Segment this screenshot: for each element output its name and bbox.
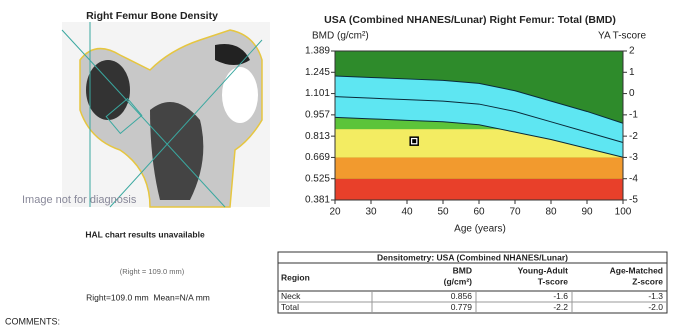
table-header: BMD	[453, 265, 472, 275]
results-table: Densitometry: USA (Combined NHANES/Lunar…	[278, 252, 667, 313]
hal-note: HAL chart results unavailable	[85, 229, 205, 239]
x-tick-label: 20	[329, 207, 341, 218]
x-tick-label: 100	[615, 207, 632, 218]
chart-title: USA (Combined NHANES/Lunar) Right Femur:…	[324, 14, 616, 26]
table-header: T-score	[538, 276, 569, 286]
table-cell: 0.779	[451, 302, 473, 312]
y2-tick-label: 2	[629, 46, 635, 57]
y-axis-label: BMD (g/cm²)	[312, 31, 369, 42]
y-tick-label: 1.101	[305, 88, 330, 99]
measurement-point-core	[412, 139, 416, 143]
table-header: Young-Adult	[518, 265, 569, 275]
table-cell: Neck	[281, 291, 301, 301]
table-cell: -1.3	[648, 291, 663, 301]
table-cell: 0.856	[451, 291, 473, 301]
y2-tick-label: -4	[629, 173, 638, 184]
table-cell: -1.6	[553, 291, 568, 301]
risk-band	[335, 157, 623, 178]
x-tick-label: 80	[545, 207, 557, 218]
comments: COMMENTS:	[5, 316, 60, 326]
x-tick-label: 30	[365, 207, 377, 218]
y2-tick-label: -5	[629, 195, 638, 206]
table-header: Region	[281, 272, 310, 282]
scan-title: Right Femur Bone Density	[86, 10, 218, 22]
y-tick-label: 0.525	[305, 173, 330, 184]
y-tick-label: 0.813	[305, 131, 330, 142]
hal-detail: (Right = 109.0 mm)	[120, 267, 185, 276]
watermark: Image not for diagnosis	[22, 194, 137, 206]
y-tick-label: 0.669	[305, 152, 330, 163]
table-cell: Total	[281, 302, 299, 312]
y2-tick-label: 0	[629, 88, 635, 99]
y-tick-label: 0.957	[305, 109, 330, 120]
y2-axis-label: YA T-score	[598, 31, 646, 42]
y2-tick-label: -1	[629, 109, 638, 120]
y2-tick-label: 1	[629, 67, 635, 78]
y2-tick-label: -3	[629, 152, 638, 163]
x-tick-label: 60	[473, 207, 485, 218]
y2-tick-label: -2	[629, 131, 638, 142]
table-header: Z-score	[632, 276, 663, 286]
x-tick-label: 70	[509, 207, 521, 218]
y-tick-label: 1.245	[305, 67, 330, 78]
y-tick-label: 0.381	[305, 195, 330, 206]
x-tick-label: 90	[581, 207, 593, 218]
table-title: Densitometry: USA (Combined NHANES/Lunar…	[377, 252, 568, 262]
table-cell: -2.2	[553, 302, 568, 312]
x-tick-label: 50	[437, 207, 449, 218]
hal-summary: Right=109.0 mm Mean=N/A mm	[86, 292, 210, 302]
x-axis-label: Age (years)	[454, 224, 506, 235]
table-cell: -2.0	[648, 302, 663, 312]
table-header: Age-Matched	[610, 265, 663, 275]
risk-band	[335, 179, 623, 200]
x-tick-label: 40	[401, 207, 413, 218]
report: Right Femur Bone Density Image not for d…	[0, 0, 683, 327]
femur-scan: Right Femur Bone Density Image not for d…	[22, 10, 270, 207]
table-header: (g/cm²)	[444, 276, 473, 286]
chart: USA (Combined NHANES/Lunar) Right Femur:…	[305, 14, 646, 235]
y-tick-label: 1.389	[305, 46, 330, 57]
